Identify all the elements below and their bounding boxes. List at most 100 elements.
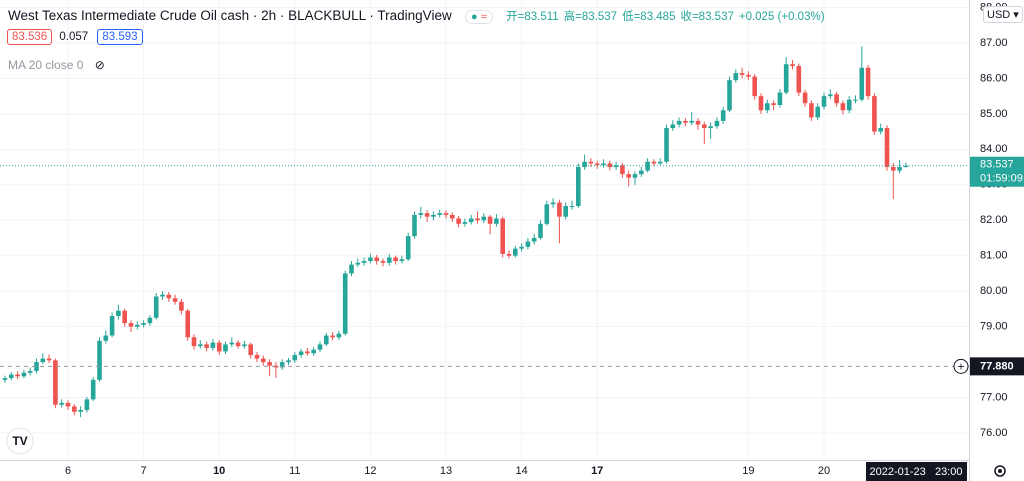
add-alert-button[interactable] bbox=[953, 358, 969, 374]
candle-body bbox=[620, 165, 625, 175]
chart-title: West Texas Intermediate Crude Oil cash ·… bbox=[8, 8, 452, 23]
candle-body bbox=[368, 257, 373, 262]
candle-body bbox=[790, 64, 795, 66]
candle-body bbox=[324, 335, 329, 345]
x-tick-label: 19 bbox=[742, 465, 754, 477]
candle-body bbox=[90, 379, 96, 400]
candle-body bbox=[72, 406, 77, 412]
candle-body bbox=[865, 67, 871, 97]
x-tick-label: 11 bbox=[289, 465, 300, 477]
candle-body bbox=[758, 96, 764, 111]
candle-body bbox=[613, 165, 619, 168]
candle-body bbox=[676, 120, 682, 125]
candle-body bbox=[456, 218, 461, 224]
candle-body bbox=[739, 73, 745, 75]
currency-button[interactable]: USD ▾ bbox=[983, 6, 1023, 23]
candle-body bbox=[27, 370, 33, 373]
y-tick-label: 80.00 bbox=[980, 285, 1008, 297]
candle-body bbox=[393, 257, 398, 262]
candle-body bbox=[525, 241, 531, 247]
candle-body bbox=[872, 96, 877, 132]
candle-body bbox=[78, 409, 83, 412]
candle-body bbox=[531, 237, 537, 242]
candle-body bbox=[506, 253, 512, 256]
tv-logo: TV bbox=[6, 427, 34, 455]
candle-body bbox=[657, 161, 663, 164]
candle-body bbox=[569, 206, 575, 208]
candle-body bbox=[588, 161, 594, 164]
y-tick-label: 79.00 bbox=[980, 321, 1008, 333]
ask[interactable]: 83.593 bbox=[97, 29, 143, 45]
candle-body bbox=[141, 323, 146, 325]
candle-body bbox=[361, 261, 367, 263]
candle-body bbox=[897, 167, 902, 171]
bid[interactable]: 83.536 bbox=[7, 29, 53, 45]
currency: USD bbox=[987, 9, 1011, 21]
candle-body bbox=[204, 344, 209, 348]
candle-body bbox=[336, 333, 342, 338]
svg-text:TV: TV bbox=[12, 434, 27, 448]
candle-body bbox=[878, 128, 883, 132]
candle-body bbox=[122, 310, 127, 324]
y-tick-label: 87.00 bbox=[980, 37, 1008, 49]
candle-body bbox=[626, 174, 631, 178]
candle-body bbox=[292, 355, 298, 361]
candle-body bbox=[884, 128, 890, 168]
candle-body bbox=[557, 202, 562, 217]
candle-body bbox=[349, 264, 354, 274]
candle-body bbox=[330, 335, 335, 338]
crosshair-price-tag bbox=[970, 357, 1024, 376]
candle-body bbox=[752, 76, 757, 97]
candle-body bbox=[544, 204, 550, 224]
candle-body bbox=[405, 236, 411, 260]
candle-body bbox=[645, 161, 650, 171]
y-tick-label: 77.00 bbox=[980, 391, 1008, 403]
candle-body bbox=[15, 374, 20, 377]
y-tick-label: 81.00 bbox=[980, 250, 1008, 262]
candle-body bbox=[846, 99, 852, 111]
candle-body bbox=[664, 128, 669, 162]
candle-body bbox=[834, 94, 839, 104]
candle-body bbox=[487, 216, 493, 224]
candle-body bbox=[286, 360, 291, 363]
candle-body bbox=[65, 402, 71, 407]
candle-body bbox=[9, 374, 14, 379]
candle-body bbox=[84, 399, 90, 410]
countdown: 01:59:09 bbox=[980, 173, 1023, 185]
candle-body bbox=[821, 96, 827, 107]
candle-body bbox=[387, 257, 392, 263]
market-status[interactable]: ● ≈ bbox=[465, 10, 493, 24]
candle-body bbox=[254, 355, 260, 359]
candle-body bbox=[298, 351, 304, 356]
legend-item: 低=83.485 bbox=[622, 11, 676, 23]
candle-body bbox=[267, 362, 272, 366]
hidden-icon[interactable]: ⊘ bbox=[94, 58, 105, 72]
candle-body bbox=[746, 74, 751, 77]
candle-body bbox=[519, 246, 524, 249]
candle-body bbox=[2, 378, 8, 380]
indicator-label: MA 20 close 0 bbox=[8, 58, 84, 72]
candle-body bbox=[374, 257, 379, 262]
candle-body bbox=[853, 99, 858, 101]
candle-body bbox=[550, 202, 556, 205]
plus-icon: + bbox=[957, 360, 964, 374]
candle-body bbox=[261, 358, 266, 363]
candle-body bbox=[424, 213, 430, 217]
candle-body bbox=[576, 167, 581, 207]
candle-body bbox=[475, 218, 480, 221]
candle-body bbox=[443, 213, 449, 215]
x-tick-label: 12 bbox=[364, 465, 376, 477]
candle-body bbox=[468, 218, 474, 223]
candle-body bbox=[229, 342, 235, 345]
candle-body bbox=[689, 120, 694, 123]
candle-body bbox=[538, 223, 543, 238]
candle-body bbox=[891, 167, 896, 171]
quote-row: 83.536 0.057 83.593 bbox=[7, 29, 147, 45]
y-tick-label: 84.00 bbox=[980, 143, 1008, 155]
candle-body bbox=[279, 362, 285, 368]
settings-icon[interactable] bbox=[994, 465, 1006, 477]
indicator-row: MA 20 close 0 ⊘ bbox=[8, 58, 105, 72]
y-tick-label: 76.00 bbox=[980, 427, 1008, 439]
candle-body bbox=[594, 163, 600, 166]
crosshair-price-label: 77.880 bbox=[980, 360, 1014, 372]
